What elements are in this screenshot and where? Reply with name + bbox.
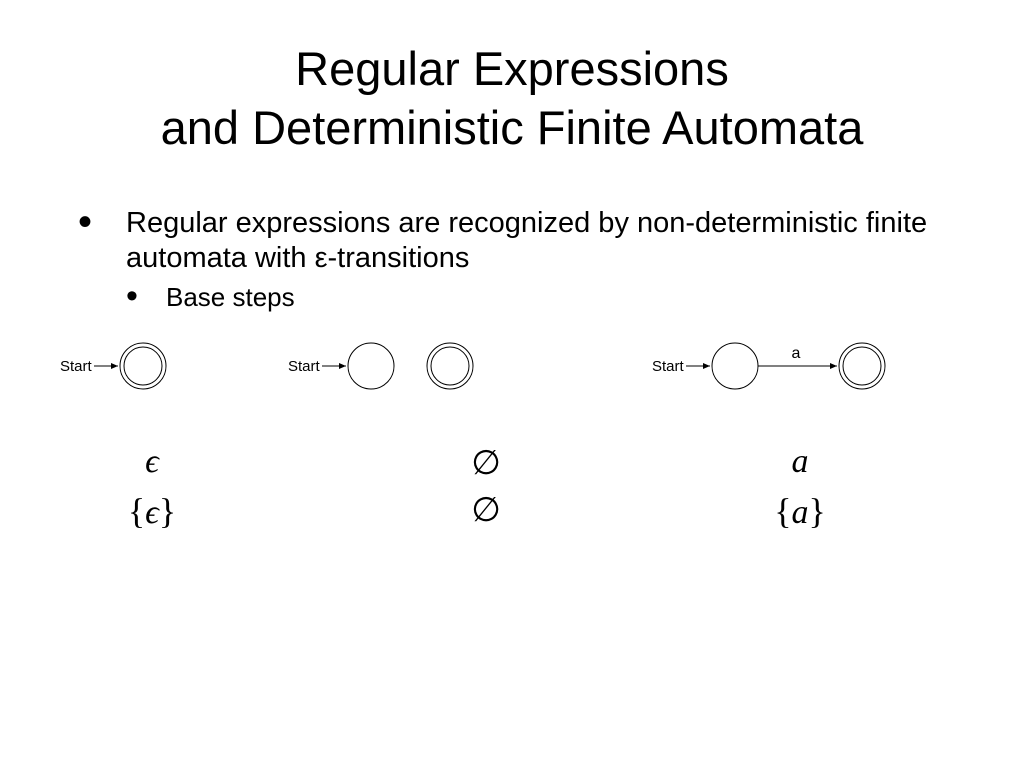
state xyxy=(712,343,758,389)
transition-label: a xyxy=(792,345,801,362)
bullet-dot-icon: • xyxy=(126,276,138,317)
regex-symbol-a: a xyxy=(740,443,860,481)
accepting-state-inner xyxy=(124,347,162,385)
accepting-state xyxy=(427,343,473,389)
state xyxy=(348,343,394,389)
bullet-dot-icon: • xyxy=(78,198,92,246)
diagram-a: Start a xyxy=(652,343,885,389)
bullet-text-1: Regular expressions are recognized by no… xyxy=(126,206,958,276)
title-line-2: and Deterministic Finite Automata xyxy=(161,101,864,154)
title-line-1: Regular Expressions xyxy=(295,42,729,95)
slide-title: Regular Expressions and Deterministic Fi… xyxy=(0,40,1024,158)
slide: Regular Expressions and Deterministic Fi… xyxy=(0,0,1024,768)
accepting-state-inner xyxy=(431,347,469,385)
accepting-state xyxy=(839,343,885,389)
language-set-epsilon: {ϵ} xyxy=(92,490,212,532)
language-set-emptyset: ∅ xyxy=(426,490,546,530)
accepting-state xyxy=(120,343,166,389)
start-label: Start xyxy=(60,358,93,375)
regex-symbol-emptyset: ∅ xyxy=(426,443,546,483)
diagram-emptyset: Start xyxy=(288,343,473,389)
automata-diagrams: Start Start Start a xyxy=(0,336,1024,396)
regex-symbol-epsilon: ϵ xyxy=(92,443,212,481)
language-set-a: {a} xyxy=(740,490,860,532)
start-label: Start xyxy=(652,358,685,375)
bullet-level-1: • Regular expressions are recognized by … xyxy=(78,206,958,313)
accepting-state-inner xyxy=(843,347,881,385)
bullet-text-2: Base steps xyxy=(166,282,958,313)
bullet-level-2: • Base steps xyxy=(126,282,958,313)
diagram-epsilon: Start xyxy=(60,343,166,389)
start-label: Start xyxy=(288,358,321,375)
